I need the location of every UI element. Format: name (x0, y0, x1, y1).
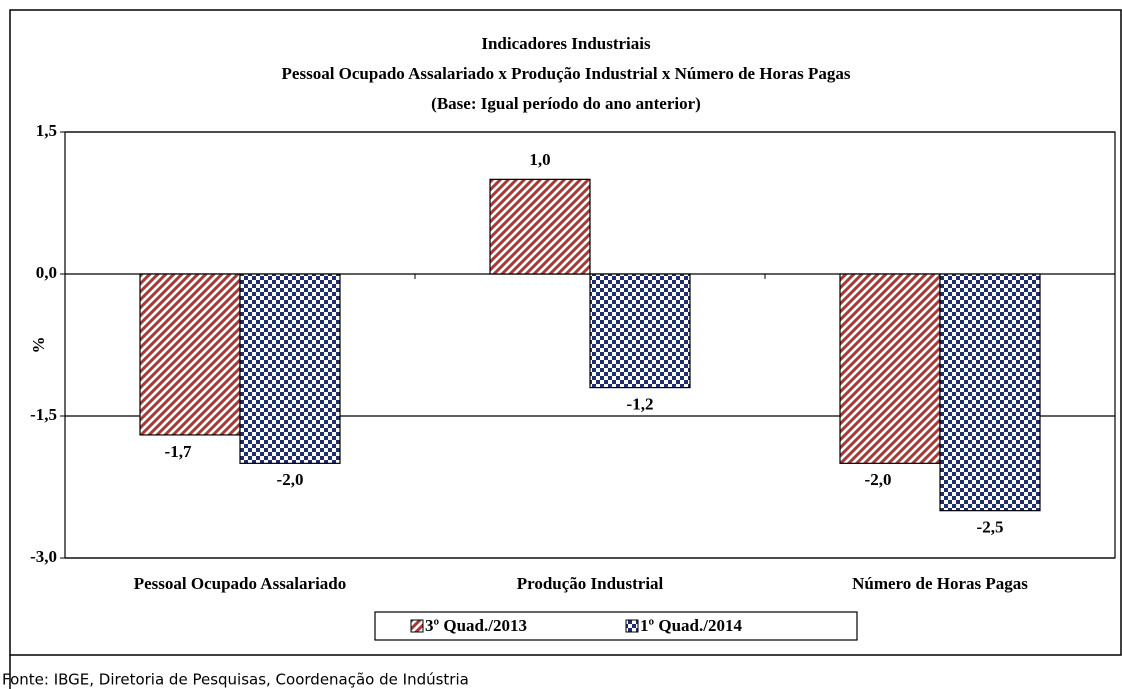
bar (589, 273, 691, 389)
legend (374, 611, 858, 641)
legend-swatch (410, 619, 424, 633)
value-label: -1,2 (627, 395, 654, 414)
y-tick-label: -1,5 (30, 405, 57, 424)
value-label: -2,0 (277, 470, 304, 489)
value-label: 1,0 (529, 150, 550, 169)
chart-title: (Base: Igual período do ano anterior) (431, 94, 701, 113)
chart-title: Pessoal Ocupado Assalariado x Produção I… (282, 64, 851, 83)
y-tick-label: -3,0 (30, 547, 57, 566)
y-tick-label: 1,5 (36, 121, 57, 140)
chart-title: Indicadores Industriais (481, 34, 651, 53)
x-tick-label: Número de Horas Pagas (852, 574, 1028, 593)
x-tick-label: Pessoal Ocupado Assalariado (134, 574, 347, 593)
y-axis-label: % (29, 337, 48, 354)
bar (239, 273, 341, 464)
y-tick-label: 0,0 (36, 263, 57, 282)
x-tick-label: Produção Industrial (517, 574, 664, 593)
value-label: -2,5 (977, 518, 1004, 537)
value-label: -1,7 (165, 442, 192, 461)
legend-swatch (625, 619, 639, 633)
legend-label: 1º Quad./2014 (640, 616, 742, 635)
bar (839, 273, 941, 464)
bar (489, 178, 591, 275)
source-note: Fonte: IBGE, Diretoria de Pesquisas, Coo… (2, 671, 469, 689)
bar (139, 273, 241, 436)
value-label: -2,0 (865, 470, 892, 489)
bar (939, 273, 1041, 512)
legend-label: 3º Quad./2013 (425, 616, 527, 635)
